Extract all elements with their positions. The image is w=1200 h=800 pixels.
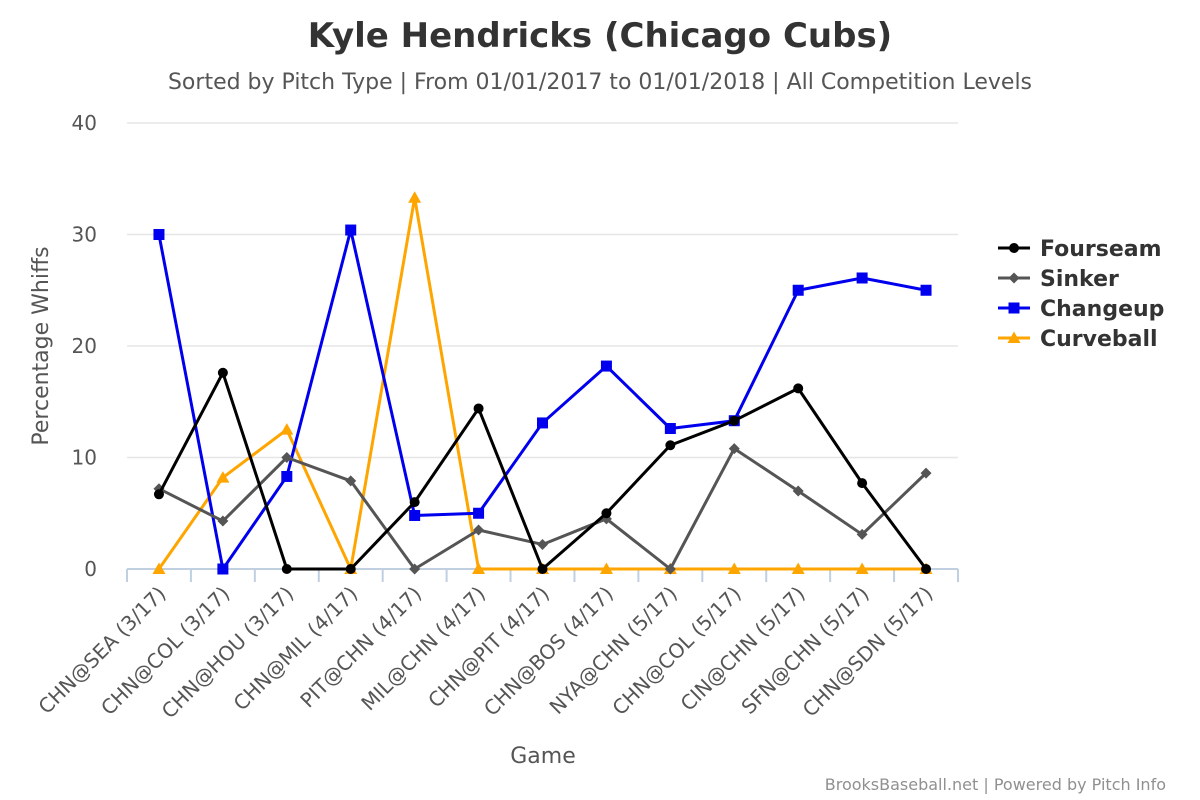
y-axis-title: Percentage Whiffs: [29, 246, 54, 445]
data-point-curveball[interactable]: [727, 562, 741, 575]
data-point-fourseam[interactable]: [601, 508, 612, 519]
legend-label: Changeup: [1040, 297, 1164, 322]
legend-swatch-marker: [1008, 272, 1020, 284]
series-group: [152, 191, 933, 575]
data-point-curveball[interactable]: [791, 562, 805, 575]
data-point-sinker[interactable]: [792, 485, 804, 497]
data-point-fourseam[interactable]: [153, 489, 164, 500]
data-point-sinker[interactable]: [920, 467, 932, 479]
data-point-fourseam[interactable]: [217, 367, 228, 378]
data-point-changeup[interactable]: [920, 284, 932, 296]
data-point-changeup[interactable]: [409, 509, 421, 521]
data-point-sinker[interactable]: [281, 452, 293, 463]
data-point-fourseam[interactable]: [345, 564, 356, 574]
data-point-fourseam[interactable]: [729, 415, 740, 426]
legend-swatch-marker: [1008, 302, 1020, 314]
series-fourseam: [153, 367, 932, 574]
data-point-changeup[interactable]: [792, 284, 804, 296]
data-point-fourseam[interactable]: [281, 564, 292, 574]
data-point-fourseam[interactable]: [537, 564, 548, 574]
legend-swatch-marker: [1007, 331, 1021, 343]
data-point-sinker[interactable]: [345, 475, 357, 487]
chart-subtitle: Sorted by Pitch Type | From 01/01/2017 t…: [168, 70, 1032, 95]
data-point-changeup[interactable]: [473, 507, 485, 519]
data-point-changeup[interactable]: [153, 229, 165, 240]
data-point-fourseam[interactable]: [857, 478, 868, 489]
data-point-curveball[interactable]: [408, 191, 422, 203]
data-point-sinker[interactable]: [473, 524, 485, 536]
data-point-changeup[interactable]: [600, 360, 612, 372]
data-point-curveball[interactable]: [472, 562, 486, 575]
y-tick-label: 10: [72, 446, 97, 470]
y-axis-ticks: 0 10 20 30 40: [72, 111, 97, 581]
y-tick-label: 40: [72, 111, 97, 135]
data-point-curveball[interactable]: [280, 423, 294, 435]
legend-swatch-marker: [1009, 243, 1019, 253]
data-point-sinker[interactable]: [728, 443, 740, 455]
data-point-fourseam[interactable]: [921, 564, 932, 574]
data-point-changeup[interactable]: [281, 470, 293, 482]
series-changeup: [153, 224, 932, 575]
chart-title: Kyle Hendricks (Chicago Cubs): [308, 16, 892, 56]
data-point-curveball[interactable]: [599, 562, 613, 575]
data-point-changeup[interactable]: [345, 224, 357, 236]
y-tick-label: 20: [72, 334, 97, 358]
data-point-fourseam[interactable]: [793, 383, 804, 394]
x-axis-title: Game: [510, 744, 576, 769]
series-line-curveball[interactable]: [157, 196, 927, 571]
series-sinker: [153, 443, 932, 575]
data-point-curveball[interactable]: [152, 562, 166, 575]
legend-label: Sinker: [1040, 267, 1119, 292]
data-point-curveball[interactable]: [216, 471, 230, 483]
data-point-changeup[interactable]: [856, 272, 868, 284]
y-tick-label: 0: [84, 557, 97, 581]
series-line-changeup[interactable]: [157, 228, 927, 571]
data-point-fourseam[interactable]: [409, 497, 420, 508]
data-point-sinker[interactable]: [537, 538, 548, 550]
data-point-changeup[interactable]: [664, 423, 676, 435]
data-point-sinker[interactable]: [409, 563, 421, 575]
y-tick-label: 30: [72, 223, 97, 247]
legend: Fourseam Sinker Changeup Curveball: [998, 237, 1164, 352]
grid-lines: [127, 122, 958, 459]
x-axis: CHN@SEA (3/17)CHN@COL (3/17)CHN@HOU (3/1…: [33, 568, 959, 723]
credits[interactable]: BrooksBaseball.net | Powered by Pitch In…: [825, 775, 1166, 794]
data-point-fourseam[interactable]: [665, 440, 676, 451]
legend-item-curveball[interactable]: Curveball: [998, 327, 1158, 352]
data-point-sinker[interactable]: [856, 528, 868, 540]
data-point-curveball[interactable]: [855, 562, 869, 575]
legend-label: Curveball: [1040, 327, 1158, 352]
data-point-changeup[interactable]: [217, 563, 229, 575]
data-point-sinker[interactable]: [217, 515, 229, 527]
data-point-fourseam[interactable]: [473, 403, 484, 414]
data-point-sinker[interactable]: [664, 563, 676, 575]
data-point-changeup[interactable]: [537, 417, 548, 429]
legend-label: Fourseam: [1040, 237, 1162, 262]
legend-item-changeup[interactable]: Changeup: [998, 297, 1164, 322]
legend-item-sinker[interactable]: Sinker: [998, 267, 1119, 292]
legend-item-fourseam[interactable]: Fourseam: [998, 237, 1162, 262]
series-line-sinker[interactable]: [158, 447, 928, 571]
